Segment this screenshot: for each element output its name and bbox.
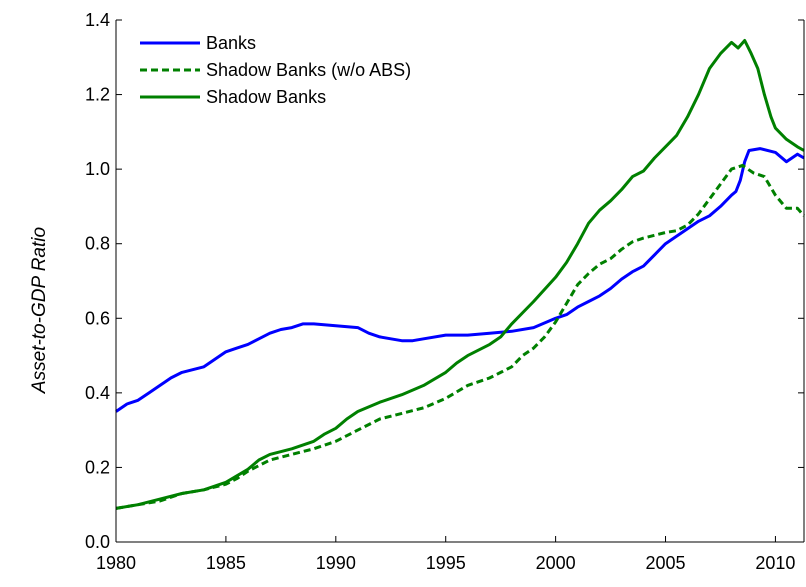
x-tick-label: 2000 xyxy=(536,553,576,573)
plot-area xyxy=(115,39,806,510)
legend-label: Banks xyxy=(206,33,256,53)
y-tick-label: 0.4 xyxy=(85,383,110,403)
y-ticks: 0.0 0.2 0.4 0.6 0.8 1.0 1.2 1.4 xyxy=(85,10,804,552)
x-tick-label: 1980 xyxy=(96,553,136,573)
legend-item-1: Shadow Banks (w/o ABS) xyxy=(140,60,411,80)
x-ticks: 1980 1985 1990 1995 2000 2005 2010 xyxy=(96,536,795,573)
series-line-banks xyxy=(115,147,805,413)
x-tick-label: 1985 xyxy=(206,553,246,573)
y-tick-4: 0.8 xyxy=(85,234,804,254)
x-tick-label: 2010 xyxy=(755,553,795,573)
y-tick-label: 1.0 xyxy=(85,159,110,179)
y-tick-label: 0.6 xyxy=(85,308,110,328)
x-tick-4: 2000 xyxy=(536,536,576,573)
y-axis-label: Asset-to-GDP Ratio xyxy=(29,227,50,394)
legend-item-0: Banks xyxy=(140,33,256,53)
y-tick-label: 0.8 xyxy=(85,234,110,254)
x-tick-label: 1990 xyxy=(316,553,356,573)
y-tick-2: 0.4 xyxy=(85,383,804,403)
y-tick-6: 1.2 xyxy=(85,85,804,105)
y-tick-1: 0.2 xyxy=(85,457,804,477)
x-tick-5: 2005 xyxy=(645,536,686,573)
axes xyxy=(115,20,805,543)
series-line-shadow-banks-w-o-abs xyxy=(115,163,806,510)
x-tick-3: 1995 xyxy=(426,536,466,573)
legend: Banks Shadow Banks (w/o ABS) Shadow Banks xyxy=(140,33,411,107)
y-tick-label: 0.2 xyxy=(85,457,110,477)
x-tick-label: 2005 xyxy=(645,553,685,573)
y-tick-label: 1.2 xyxy=(85,85,110,105)
y-tick-7: 1.4 xyxy=(85,10,804,30)
y-tick-label: 1.4 xyxy=(85,10,110,30)
x-tick-label: 1995 xyxy=(426,553,466,573)
x-tick-1: 1985 xyxy=(206,536,246,573)
legend-item-2: Shadow Banks xyxy=(140,87,326,107)
legend-label: Shadow Banks (w/o ABS) xyxy=(206,60,411,80)
y-tick-label: 0.0 xyxy=(85,532,110,552)
y-tick-5: 1.0 xyxy=(85,159,804,179)
legend-label: Shadow Banks xyxy=(206,87,326,107)
x-tick-0: 1980 xyxy=(96,536,136,573)
x-tick-6: 2010 xyxy=(755,536,795,573)
y-tick-3: 0.6 xyxy=(85,308,804,328)
y-tick-0: 0.0 xyxy=(85,532,804,552)
series-line-shadow-banks xyxy=(115,39,805,510)
x-tick-2: 1990 xyxy=(316,536,356,573)
